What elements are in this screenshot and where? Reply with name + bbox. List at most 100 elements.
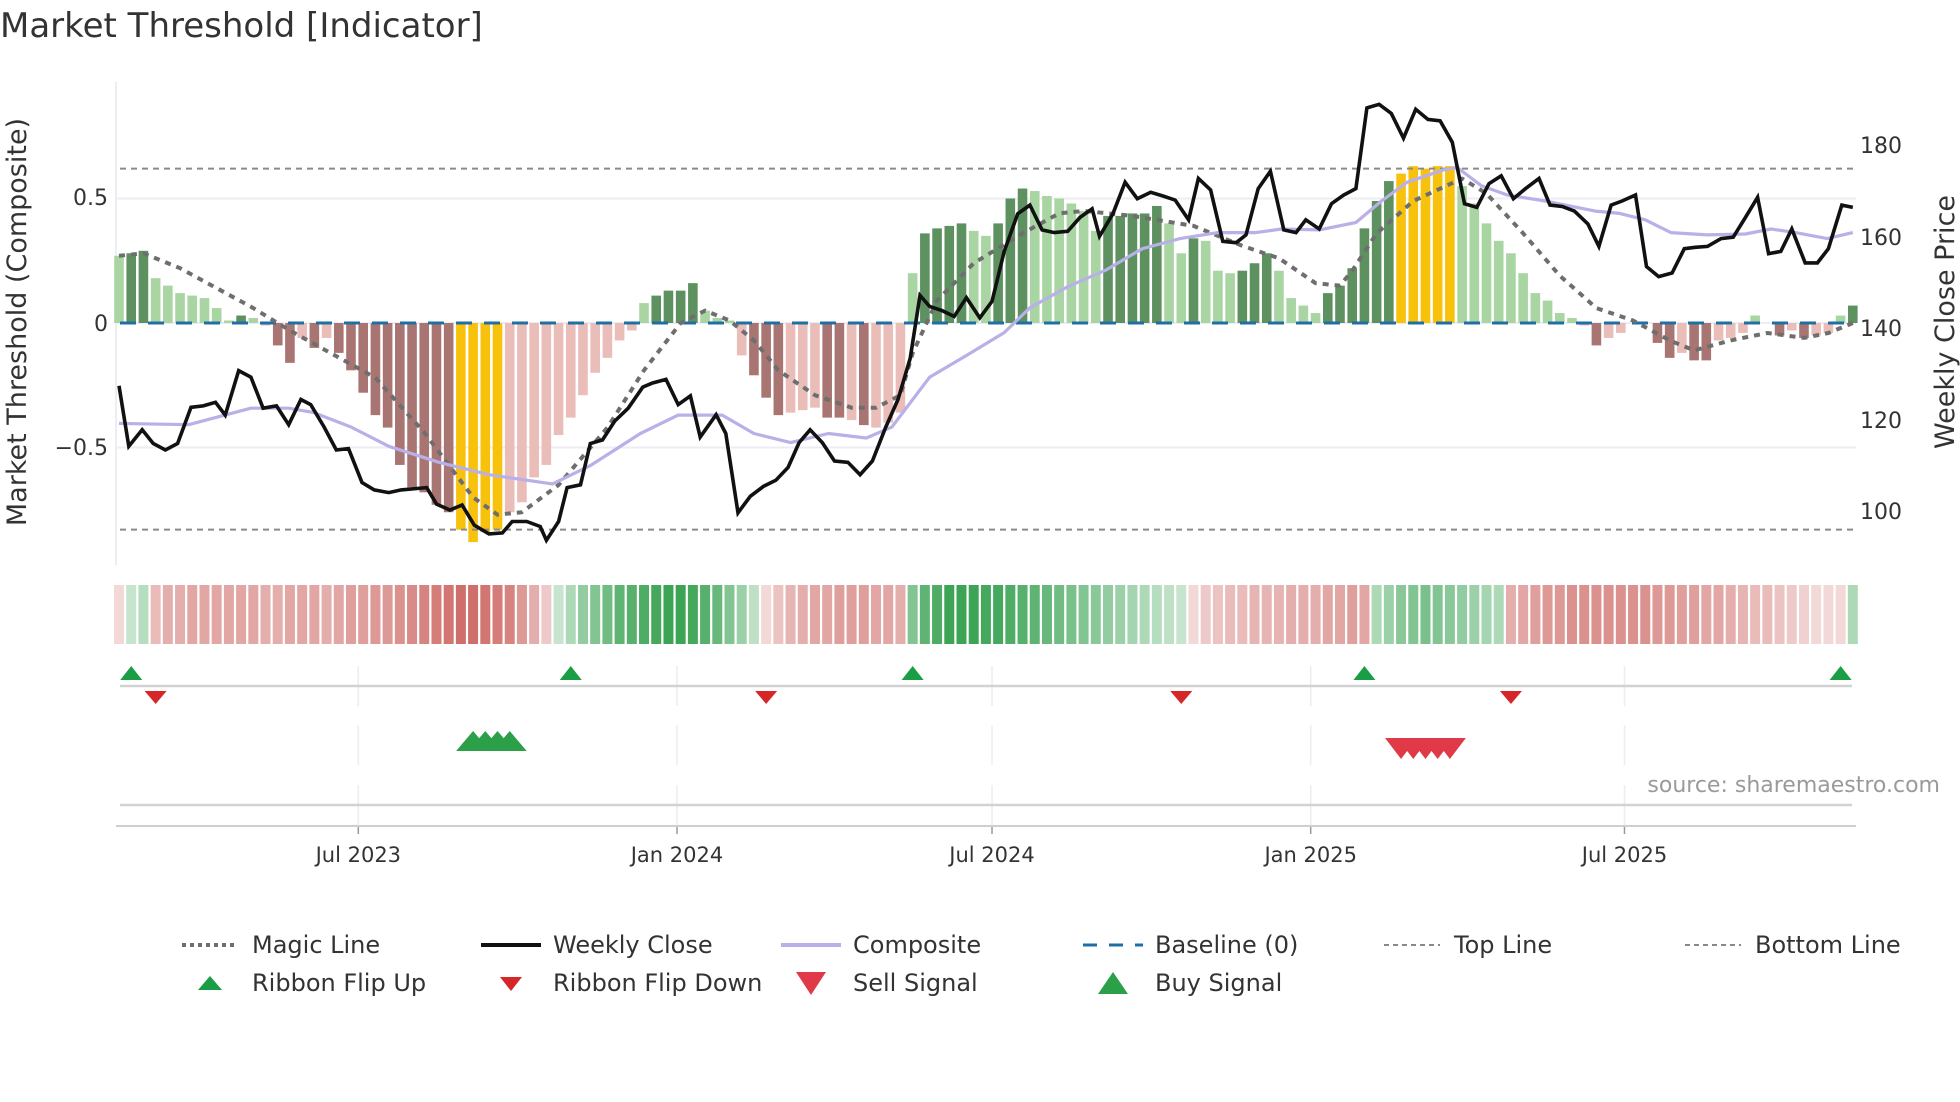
composite-bar	[1176, 253, 1187, 323]
y2-axis-label: Weekly Close Price	[1930, 195, 1960, 449]
ribbon-flip-down-marker	[1499, 691, 1522, 704]
source-credit: source: sharemaestro.com	[1647, 773, 1940, 798]
ribbon-cell	[773, 585, 784, 644]
composite-bar	[1542, 300, 1553, 323]
composite-bar	[920, 233, 930, 323]
composite-bar	[871, 323, 881, 428]
ribbon-cell	[1127, 585, 1138, 644]
ribbon-cell	[809, 585, 820, 644]
triangle-down-icon	[481, 968, 541, 998]
composite-bar	[492, 323, 503, 530]
ribbon-cell	[1725, 585, 1736, 644]
composite-bar	[1469, 203, 1480, 323]
ribbon-cell	[1298, 585, 1309, 644]
ribbon-cell	[993, 585, 1004, 644]
composite-bar	[1213, 270, 1223, 323]
ribbon-cell	[736, 585, 747, 644]
composite-bar	[1152, 205, 1162, 323]
composite-bar	[529, 323, 539, 478]
triangle-up-icon	[180, 968, 240, 998]
trend-ribbon	[114, 585, 1858, 644]
composite-bar	[199, 298, 210, 323]
ribbon-flip-up-marker	[1353, 666, 1376, 680]
ribbon-cell	[1335, 585, 1345, 644]
composite-bar	[382, 323, 393, 428]
ribbon-cell	[980, 585, 991, 644]
composite-bar	[1091, 230, 1101, 323]
ribbon-cell	[883, 585, 894, 644]
sell-signal-marker	[1433, 738, 1466, 759]
ribbon-cell	[370, 585, 381, 644]
ribbon-cell	[1396, 585, 1407, 644]
ribbon-cell	[700, 585, 711, 644]
composite-bar	[700, 310, 710, 323]
ribbon-cell	[272, 585, 283, 644]
ribbon-cell	[834, 585, 845, 644]
composite-bar	[333, 323, 344, 353]
chart-title: Market Threshold [Indicator]	[0, 6, 483, 46]
buy-signal-marker	[492, 731, 527, 751]
composite-bar	[309, 323, 320, 348]
composite-bar	[1738, 323, 1748, 333]
composite-bar	[431, 323, 442, 505]
legend-label: Top Line	[1454, 931, 1553, 959]
composite-bar	[627, 323, 637, 331]
composite-bar	[590, 323, 600, 373]
composite-bar	[1799, 323, 1809, 338]
composite-bar	[639, 303, 649, 323]
composite-bar	[1518, 273, 1528, 323]
ribbon-cell	[1628, 585, 1639, 644]
legend-item-ribbon-flip-up: Ribbon Flip Up	[180, 968, 426, 998]
ribbon-cell	[1310, 585, 1321, 644]
composite-bar	[1310, 313, 1321, 323]
composite-bar	[1237, 270, 1248, 323]
dotted-line-icon	[180, 930, 240, 960]
x-tick-label: Jul 2023	[314, 843, 401, 867]
ribbon-cell	[1640, 585, 1651, 644]
ribbon-cell	[1798, 585, 1809, 644]
composite-bar	[1261, 253, 1272, 323]
ribbon-cell	[1835, 585, 1846, 644]
ribbon-cell	[1469, 585, 1480, 644]
composite-bar	[1322, 293, 1333, 323]
composite-bar	[1225, 273, 1235, 323]
ribbon-cell	[626, 585, 637, 644]
composite-bar	[419, 323, 430, 493]
composite-bar	[1298, 305, 1309, 323]
composite-bar	[1689, 323, 1699, 361]
ribbon-cell	[1139, 585, 1150, 644]
ribbon-cell	[1579, 585, 1590, 644]
ribbon-cell	[1737, 585, 1748, 644]
composite-bar	[1554, 313, 1565, 323]
ribbon-cell	[260, 585, 271, 644]
ribbon-cell	[1566, 585, 1577, 644]
ribbon-cell	[1615, 585, 1626, 644]
ribbon-cell	[1652, 585, 1663, 644]
composite-bar	[907, 273, 918, 323]
ribbon-cell	[333, 585, 344, 644]
ribbon-cell	[1225, 585, 1236, 644]
magic-line	[118, 176, 1854, 517]
composite-bar	[1005, 198, 1016, 323]
composite-bar	[297, 323, 307, 338]
ribbon-cell	[480, 585, 491, 644]
ribbon-cell	[1713, 585, 1724, 644]
composite-bar	[138, 250, 149, 323]
y2-tick-label: 140	[1860, 317, 1902, 342]
y-tick-label: 0	[94, 312, 108, 337]
ribbon-flip-down-marker	[144, 691, 167, 704]
ribbon-cell	[1420, 585, 1431, 644]
composite-bar	[1139, 213, 1150, 323]
composite-bar	[1286, 298, 1296, 323]
composite-bar	[1481, 223, 1492, 323]
composite-bar	[517, 323, 527, 503]
ribbon-cell	[1774, 585, 1785, 644]
ribbon-cell	[1518, 585, 1529, 644]
ribbon-cell	[236, 585, 247, 644]
composite-bar	[541, 323, 552, 465]
ribbon-cell	[1444, 585, 1455, 644]
signal-markers	[120, 666, 1852, 807]
composite-bar	[358, 323, 368, 393]
ribbon-cell	[1383, 585, 1394, 644]
